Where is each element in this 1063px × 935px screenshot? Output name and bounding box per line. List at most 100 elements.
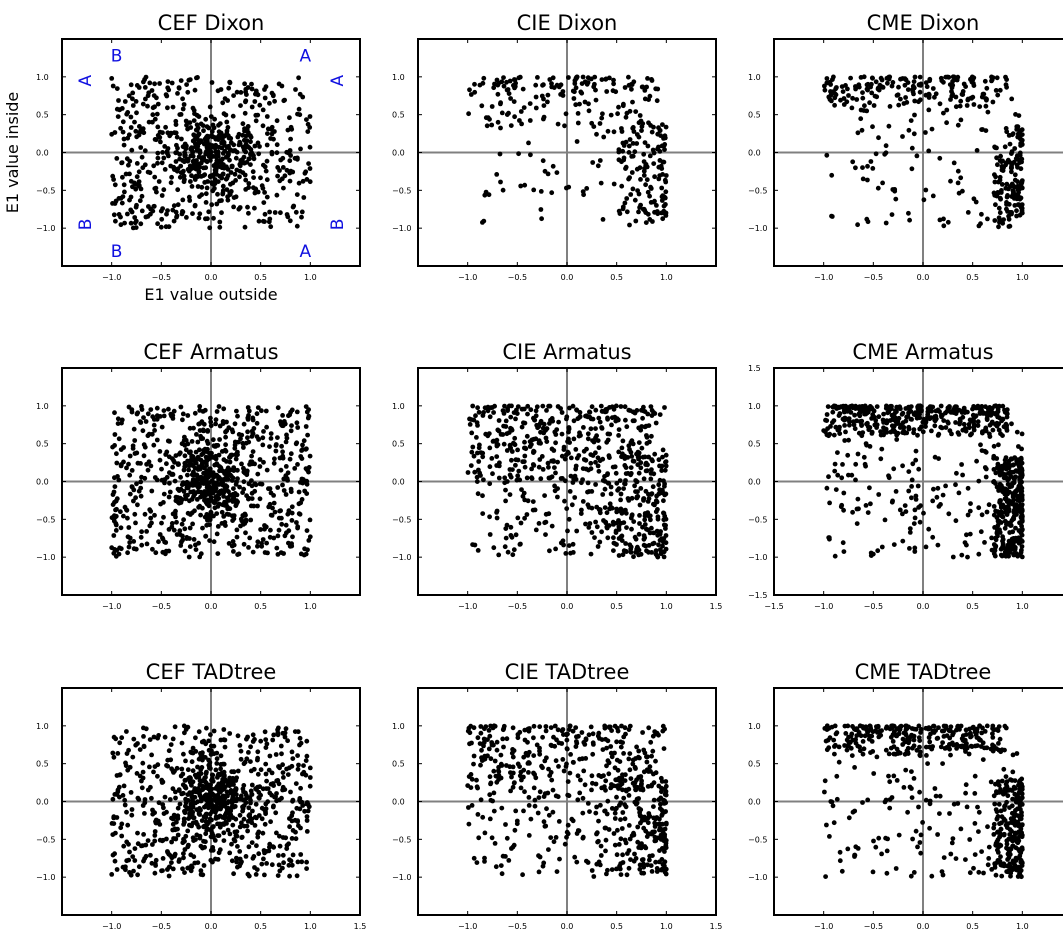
data-point	[189, 864, 195, 870]
data-point	[617, 478, 623, 483]
data-point	[268, 819, 273, 825]
data-point	[1011, 536, 1016, 541]
data-point	[217, 198, 222, 204]
data-point	[218, 130, 224, 136]
data-point	[638, 427, 644, 433]
data-point	[230, 180, 236, 186]
data-point	[996, 528, 1002, 533]
data-point	[487, 481, 493, 487]
data-point	[163, 92, 169, 97]
data-point	[653, 498, 659, 504]
data-point	[136, 864, 142, 870]
data-point	[865, 87, 870, 93]
data-point	[283, 522, 289, 528]
data-point	[1019, 185, 1025, 191]
data-point	[196, 485, 201, 491]
data-point	[305, 432, 310, 438]
data-point	[232, 421, 238, 427]
data-point	[234, 859, 240, 865]
data-point	[1019, 493, 1024, 499]
data-point	[275, 533, 281, 539]
data-point	[237, 174, 242, 180]
data-point	[1009, 169, 1014, 175]
data-point	[136, 169, 142, 175]
data-point	[278, 157, 284, 163]
x-tick-label: −1.0	[458, 602, 477, 611]
data-point	[598, 180, 604, 186]
data-point	[639, 84, 645, 90]
data-point	[1013, 474, 1018, 480]
data-point	[839, 475, 845, 481]
data-point	[282, 533, 288, 539]
data-point	[655, 507, 660, 512]
data-point	[246, 156, 252, 162]
data-point	[842, 423, 847, 428]
data-point	[923, 424, 928, 429]
data-point	[126, 93, 132, 99]
data-point	[160, 837, 166, 843]
data-point	[661, 159, 667, 165]
data-point	[863, 503, 869, 508]
data-point	[291, 203, 297, 209]
x-tick-label: 0.5	[254, 602, 267, 611]
data-point	[490, 471, 495, 477]
data-point	[140, 126, 146, 132]
data-point	[598, 403, 604, 409]
data-point	[139, 529, 145, 535]
data-point	[206, 125, 212, 131]
data-point	[117, 740, 123, 746]
scatter-panel: CME Dixon−1.0 −0.5 0.0 0.5 1.0−1.0−0.50.00.5…	[748, 11, 1063, 282]
data-point	[494, 443, 500, 449]
data-point	[543, 519, 549, 525]
data-point	[271, 535, 277, 541]
data-point	[259, 543, 265, 549]
y-tick-label: 0.5	[392, 111, 405, 120]
data-point	[193, 819, 199, 825]
x-tick-label: −0.5	[152, 602, 171, 611]
data-point	[649, 78, 655, 83]
data-point	[207, 499, 212, 505]
data-point	[991, 467, 997, 472]
data-point	[652, 451, 658, 457]
x-tick-label: 1.5	[710, 602, 723, 611]
data-point	[190, 745, 196, 751]
data-point	[194, 456, 200, 462]
data-point	[111, 513, 117, 519]
data-point	[659, 210, 664, 216]
data-point	[1006, 504, 1011, 509]
data-point	[968, 95, 974, 101]
data-point	[641, 476, 647, 482]
data-point	[513, 416, 518, 422]
data-point	[475, 491, 481, 497]
data-point	[1006, 538, 1012, 544]
data-point	[890, 80, 896, 85]
data-point	[996, 427, 1002, 433]
data-point	[190, 768, 196, 774]
data-point	[559, 453, 565, 459]
data-point	[649, 129, 655, 135]
data-point	[232, 445, 238, 451]
data-point	[991, 479, 997, 484]
data-point	[287, 456, 293, 462]
data-point	[1016, 190, 1021, 195]
data-point	[501, 441, 507, 447]
data-point	[148, 463, 154, 469]
data-point	[991, 443, 997, 449]
data-point	[546, 464, 551, 470]
data-point	[998, 153, 1003, 159]
data-point	[958, 117, 964, 123]
data-point	[237, 484, 243, 490]
data-point	[909, 495, 914, 501]
data-point	[911, 430, 916, 436]
data-point	[151, 93, 157, 98]
data-point	[831, 432, 837, 438]
data-point	[662, 147, 667, 153]
data-point	[979, 404, 985, 409]
data-point	[662, 513, 668, 519]
data-point	[593, 519, 598, 525]
data-point	[285, 470, 291, 476]
data-point	[258, 527, 263, 532]
data-point	[112, 547, 117, 552]
data-point	[307, 453, 313, 459]
data-point	[113, 498, 119, 504]
